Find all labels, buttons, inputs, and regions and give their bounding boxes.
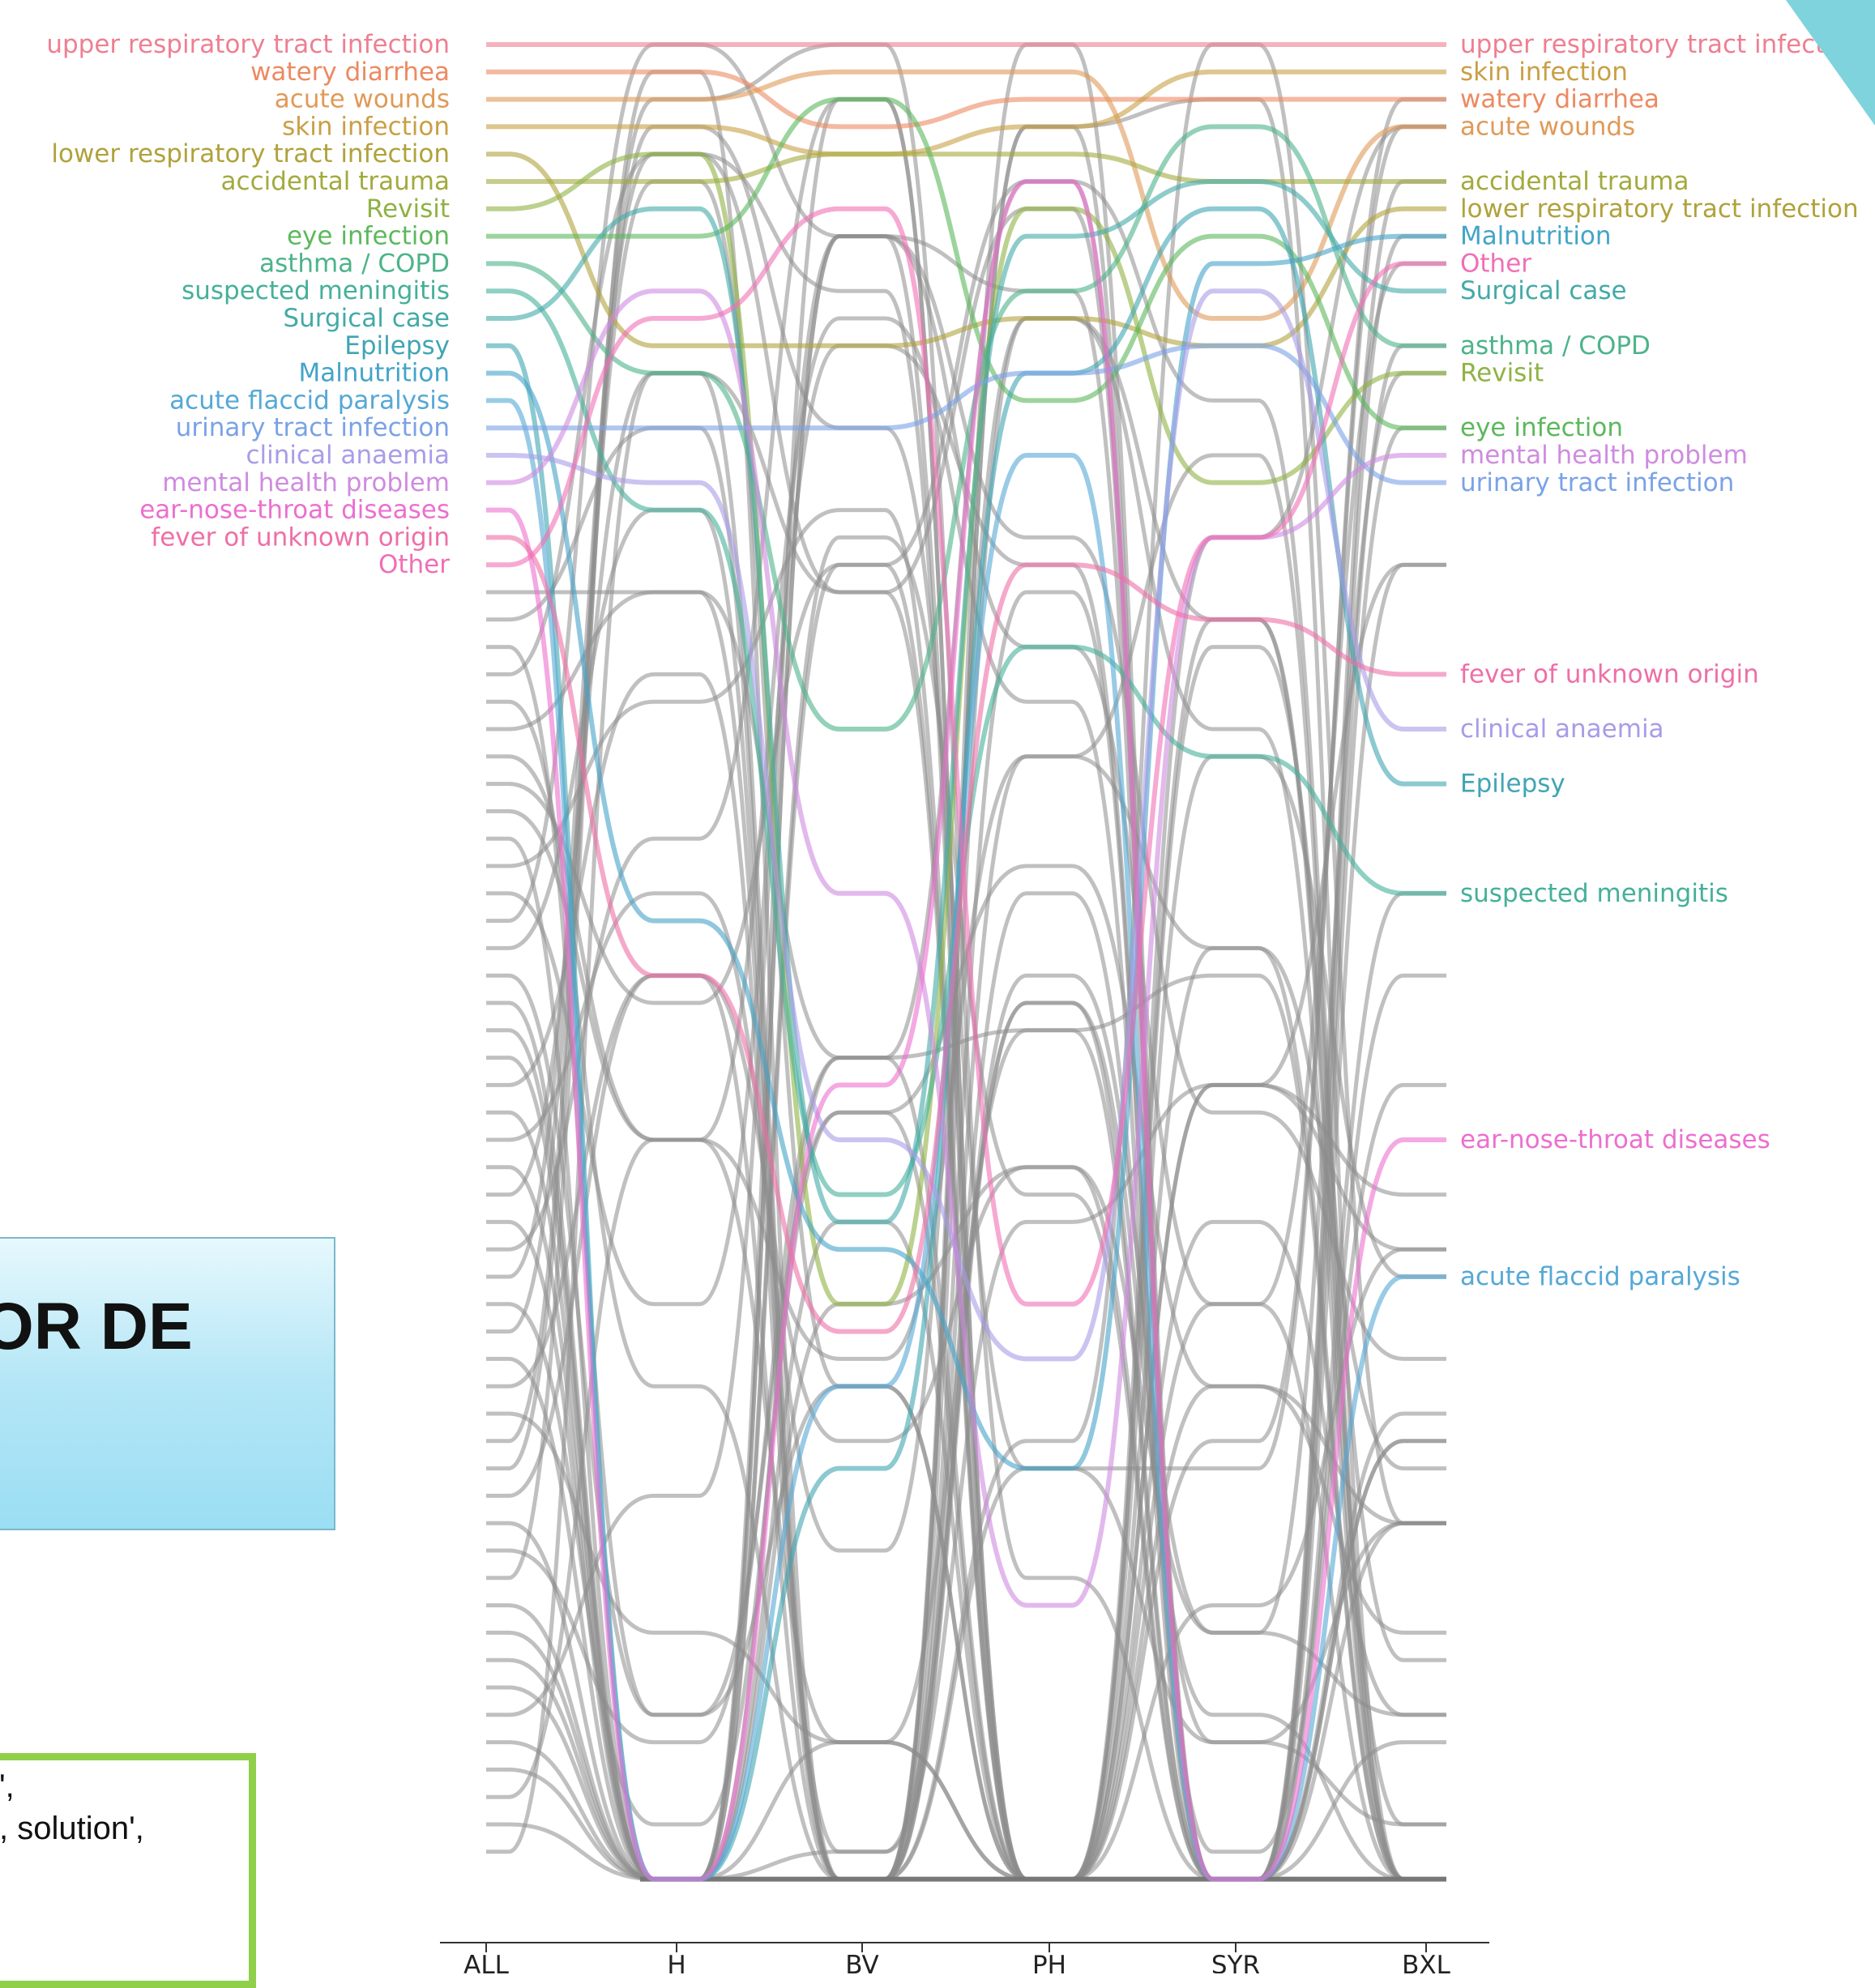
left-label: skin infection bbox=[282, 112, 450, 141]
left-label: Epilepsy bbox=[344, 331, 450, 360]
left-label: acute wounds bbox=[275, 85, 450, 114]
right-label: eye infection bbox=[1460, 413, 1623, 442]
series-line bbox=[486, 206, 1446, 1307]
left-label: accidental trauma bbox=[221, 167, 450, 196]
x-tick-label: ALL bbox=[463, 1951, 509, 1973]
right-label: suspected meningitis bbox=[1460, 879, 1728, 908]
series-line bbox=[486, 124, 1446, 732]
right-label: clinical anaemia bbox=[1460, 715, 1664, 744]
left-label: suspected meningitis bbox=[182, 276, 450, 305]
left-label: Revisit bbox=[366, 194, 450, 224]
series-line-other bbox=[486, 234, 1446, 1882]
left-label: asthma / COPD bbox=[259, 249, 450, 278]
x-tick-label: H bbox=[667, 1951, 686, 1973]
series-line bbox=[486, 96, 1446, 431]
left-label: eye infection bbox=[287, 222, 450, 251]
right-label: acute wounds bbox=[1460, 112, 1635, 141]
left-label: Malnutrition bbox=[298, 359, 450, 388]
right-labels: upper respiratory tract infection watery … bbox=[1460, 30, 1864, 1291]
slide-title-box: OR DE bbox=[0, 1237, 335, 1530]
series-line bbox=[486, 151, 1446, 348]
left-label: lower respiratory tract infection bbox=[51, 139, 450, 169]
right-label: Malnutrition bbox=[1460, 222, 1612, 251]
right-label: acute flaccid paralysis bbox=[1460, 1262, 1740, 1291]
series-line-other bbox=[486, 535, 1446, 1882]
series-line bbox=[486, 233, 1446, 1471]
code-snippet-box: ', , solution', bbox=[0, 1753, 256, 1988]
series-line bbox=[486, 69, 1446, 130]
right-label: Surgical case bbox=[1460, 276, 1627, 305]
series-line bbox=[486, 69, 1446, 321]
series-line-other bbox=[486, 1082, 1446, 1882]
series-line-other bbox=[486, 42, 1446, 1361]
series-line bbox=[486, 288, 1446, 1362]
series-line-other bbox=[486, 316, 1446, 1882]
x-tick-label: SYR bbox=[1211, 1951, 1260, 1973]
right-label: ear-nose-throat diseases bbox=[1460, 1125, 1770, 1154]
right-label: fever of unknown origin bbox=[1460, 659, 1759, 689]
series-line bbox=[486, 288, 1446, 1608]
corner-decoration bbox=[1786, 0, 1875, 126]
right-label: asthma / COPD bbox=[1460, 331, 1651, 360]
x-axis: ALL H BV PH SYR BXL bbox=[440, 1942, 1489, 1973]
left-label: Surgical case bbox=[283, 304, 450, 333]
left-label: acute flaccid paralysis bbox=[169, 386, 450, 415]
other-categories-lines bbox=[486, 42, 1446, 1882]
left-label: upper respiratory tract infection bbox=[46, 30, 450, 59]
left-label: Other bbox=[378, 550, 450, 579]
x-tick-label: PH bbox=[1032, 1951, 1066, 1973]
right-label: Revisit bbox=[1460, 359, 1544, 388]
series-line bbox=[486, 69, 1446, 157]
slide-title-text: OR DE bbox=[0, 1290, 193, 1363]
series-line bbox=[486, 179, 1446, 1225]
left-label: fever of unknown origin bbox=[151, 523, 450, 552]
right-label: Epilepsy bbox=[1460, 770, 1565, 799]
series-line bbox=[486, 288, 1446, 1197]
left-label: ear-nose-throat diseases bbox=[139, 496, 450, 525]
right-label: urinary tract infection bbox=[1460, 468, 1734, 497]
left-labels: upper respiratory tract infectionwatery … bbox=[46, 30, 450, 579]
x-tick-label: BXL bbox=[1402, 1951, 1451, 1973]
code-line: , solution', bbox=[0, 1811, 144, 1846]
series-line-other bbox=[486, 97, 1446, 1882]
right-label: watery diarrhea bbox=[1460, 85, 1659, 114]
right-label: accidental trauma bbox=[1460, 167, 1689, 196]
right-label: lower respiratory tract infection bbox=[1460, 194, 1859, 224]
series-line bbox=[486, 179, 1446, 1882]
series-line bbox=[486, 151, 1446, 185]
x-tick-label: BV bbox=[845, 1951, 879, 1973]
right-label: upper respiratory tract infection bbox=[1460, 30, 1864, 59]
left-label: watery diarrhea bbox=[250, 58, 450, 87]
series-line bbox=[486, 535, 1446, 1334]
right-label: skin infection bbox=[1460, 58, 1628, 87]
left-label: clinical anaemia bbox=[246, 441, 450, 470]
right-label: mental health problem bbox=[1460, 441, 1748, 470]
right-label: Other bbox=[1460, 249, 1531, 278]
highlighted-category-lines bbox=[486, 41, 1446, 1882]
left-label: mental health problem bbox=[162, 468, 450, 497]
code-line: ', bbox=[0, 1768, 15, 1804]
left-label: urinary tract infection bbox=[176, 413, 450, 442]
